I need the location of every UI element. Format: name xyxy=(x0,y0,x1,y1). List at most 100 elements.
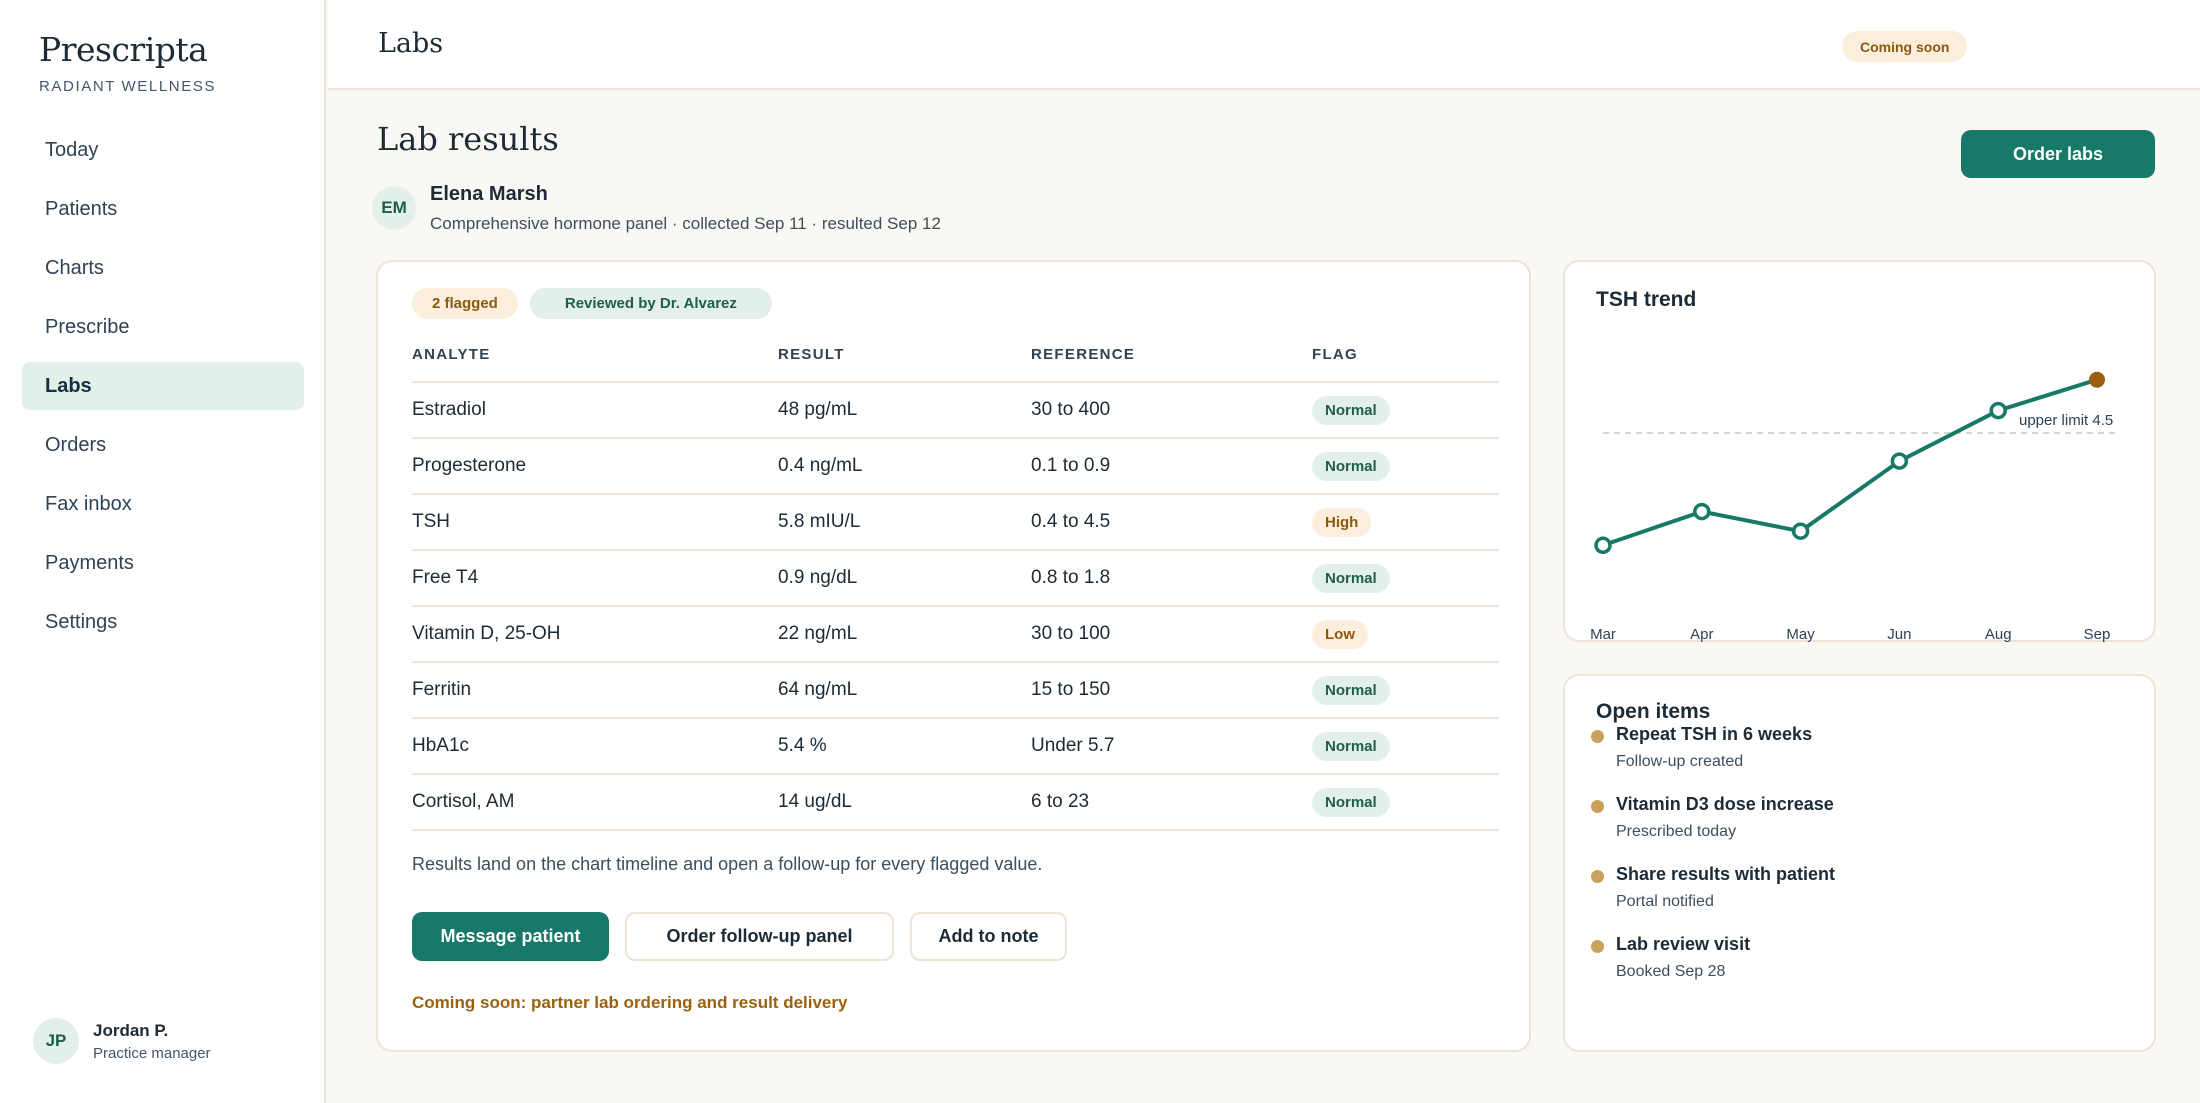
reference-cell: 0.8 to 1.8 xyxy=(1031,550,1312,607)
user-role: Practice manager xyxy=(93,1044,211,1062)
result-cell: 64 ng/mL xyxy=(778,662,1031,719)
data-point[interactable] xyxy=(1693,502,1711,521)
analyte-cell: Vitamin D, 25-OH xyxy=(412,606,778,663)
top-header: Labs Coming soon xyxy=(328,0,2200,90)
column-header-result: RESULT xyxy=(778,342,1031,383)
analyte-cell: Cortisol, AM xyxy=(412,774,778,831)
sidebar-nav: Today Patients Charts Prescribe Labs Ord… xyxy=(22,126,304,657)
table-row[interactable]: Estradiol 48 pg/mL 30 to 400 Normal xyxy=(412,382,1499,439)
item-title: Share results with patient xyxy=(1616,864,1836,884)
user-avatar: JP xyxy=(33,1018,79,1064)
status-dot-icon xyxy=(1591,940,1604,953)
table-row[interactable]: Progesterone 0.4 ng/mL 0.1 to 0.9 Normal xyxy=(412,438,1499,495)
item-subtitle: Booked Sep 28 xyxy=(1616,963,1726,980)
patient-name: Elena Marsh xyxy=(430,183,548,205)
sidebar: Prescripta RADIANT WELLNESS Today Patien… xyxy=(0,0,326,1103)
reviewed-chip: Reviewed by Dr. Alvarez xyxy=(529,288,772,319)
result-cell: 48 pg/mL xyxy=(778,382,1031,439)
table-row[interactable]: HbA1c 5.4 % Under 5.7 Normal xyxy=(412,718,1499,775)
data-point[interactable] xyxy=(1890,452,1909,470)
result-cell: 0.4 ng/mL xyxy=(778,438,1031,495)
table-row[interactable]: Vitamin D, 25-OH 22 ng/mL 30 to 100 Low xyxy=(412,606,1499,663)
flag-badge: Low xyxy=(1312,619,1368,649)
lab-results-table: ANALYTE RESULT REFERENCE FLAG Estradiol 4… xyxy=(412,342,1499,831)
flag-cell: High xyxy=(1312,494,1499,551)
sidebar-item-fax-inbox[interactable]: Fax inbox xyxy=(45,492,132,515)
list-item[interactable]: Lab review visit Booked Sep 28 xyxy=(1591,934,1835,981)
list-item[interactable]: Share results with patient Portal notifie… xyxy=(1591,864,1835,911)
column-header-reference: REFERENCE xyxy=(1031,342,1312,383)
sidebar-item-settings[interactable]: Settings xyxy=(45,610,118,633)
result-cell: 0.9 ng/dL xyxy=(778,550,1031,607)
sidebar-item-payments[interactable]: Payments xyxy=(45,551,134,574)
item-subtitle: Follow-up created xyxy=(1616,753,1744,770)
header-title: Labs xyxy=(378,28,444,59)
analyte-cell: TSH xyxy=(412,494,778,551)
order-labs-button[interactable]: Order labs xyxy=(1961,130,2155,178)
table-row[interactable]: Cortisol, AM 14 ug/dL 6 to 23 Normal xyxy=(412,774,1499,831)
reference-cell: 15 to 150 xyxy=(1031,662,1312,719)
message-patient-button[interactable]: Message patient xyxy=(412,912,609,961)
flag-cell: Normal xyxy=(1312,662,1499,719)
table-row[interactable]: Free T4 0.9 ng/dL 0.8 to 1.8 Normal xyxy=(412,550,1499,607)
results-note: Results land on the chart timeline and o… xyxy=(412,854,1043,874)
add-to-note-button[interactable]: Add to note xyxy=(910,912,1067,961)
reference-cell: 0.4 to 4.5 xyxy=(1031,494,1312,551)
analyte-cell: Estradiol xyxy=(412,382,778,439)
data-point[interactable] xyxy=(1791,522,1810,540)
flagged-count-chip: 2 flagged xyxy=(412,288,518,319)
column-header-flag: FLAG xyxy=(1312,342,1499,383)
reference-cell: 6 to 23 xyxy=(1031,774,1312,831)
brand-subtitle: RADIANT WELLNESS xyxy=(39,78,217,95)
item-title: Lab review visit xyxy=(1616,934,1751,954)
reference-line-label: upper limit 4.5 xyxy=(2019,412,2113,429)
order-follow-up-panel-button[interactable]: Order follow-up panel xyxy=(625,912,894,961)
flag-cell: Normal xyxy=(1312,718,1499,775)
tsh-trend-card: upper limit 4.5 Mar Apr May Jun Aug Sep TSH tr… xyxy=(1563,260,2156,643)
page-title: Lab results xyxy=(377,120,559,158)
flag-badge: Normal xyxy=(1312,731,1390,761)
x-tick-label: Apr xyxy=(1690,626,1713,643)
item-subtitle: Prescribed today xyxy=(1616,823,1737,840)
x-tick-label: Sep xyxy=(2084,626,2111,643)
result-cell: 14 ug/dL xyxy=(778,774,1031,831)
status-dot-icon xyxy=(1591,800,1604,813)
analyte-cell: Ferritin xyxy=(412,662,778,719)
table-row[interactable]: Ferritin 64 ng/mL 15 to 150 Normal xyxy=(412,662,1499,719)
flag-cell: Normal xyxy=(1312,382,1499,439)
sidebar-item-prescribe[interactable]: Prescribe xyxy=(45,315,130,338)
result-cell: 5.8 mIU/L xyxy=(778,494,1031,551)
sidebar-item-labs[interactable]: Labs xyxy=(22,362,304,410)
flag-badge: Normal xyxy=(1312,395,1390,425)
result-cell: 5.4 % xyxy=(778,718,1031,775)
data-point[interactable] xyxy=(1989,401,2007,420)
flag-cell: Low xyxy=(1312,606,1499,663)
item-title: Vitamin D3 dose increase xyxy=(1616,794,1834,814)
flag-badge: High xyxy=(1312,507,1372,537)
status-dot-icon xyxy=(1591,730,1604,743)
flag-badge: Normal xyxy=(1312,563,1390,593)
sidebar-item-patients[interactable]: Patients xyxy=(45,197,118,220)
reference-cell: Under 5.7 xyxy=(1031,718,1312,775)
sidebar-item-today[interactable]: Today xyxy=(45,138,99,161)
data-point[interactable] xyxy=(2089,371,2105,388)
sidebar-item-charts[interactable]: Charts xyxy=(45,256,104,279)
list-item[interactable]: Repeat TSH in 6 weeks Follow-up created xyxy=(1591,724,1835,771)
reference-cell: 30 to 100 xyxy=(1031,606,1312,663)
flag-cell: Normal xyxy=(1312,550,1499,607)
item-title: Repeat TSH in 6 weeks xyxy=(1616,724,1813,744)
analyte-cell: HbA1c xyxy=(412,718,778,775)
user-profile[interactable]: JP Jordan P. Practice manager xyxy=(33,1018,211,1064)
tsh-series-line xyxy=(1602,377,2098,548)
list-item[interactable]: Vitamin D3 dose increase Prescribed today xyxy=(1591,794,1835,841)
status-dot-icon xyxy=(1591,870,1604,883)
lab-results-card: 2 flagged Reviewed by Dr. Alvarez ANALYT… xyxy=(376,260,1531,1052)
data-point[interactable] xyxy=(1594,536,1612,555)
sidebar-item-orders[interactable]: Orders xyxy=(45,433,107,456)
open-items-list: Repeat TSH in 6 weeks Follow-up created Vi… xyxy=(1591,724,1835,1004)
patient-header: EM Elena Marsh Comprehensive hormone pan… xyxy=(372,183,941,234)
table-row[interactable]: TSH 5.8 mIU/L 0.4 to 4.5 High xyxy=(412,494,1499,551)
coming-soon-badge: Coming soon xyxy=(1842,31,1968,62)
open-items-title: Open items xyxy=(1596,700,1711,723)
analyte-cell: Free T4 xyxy=(412,550,778,607)
